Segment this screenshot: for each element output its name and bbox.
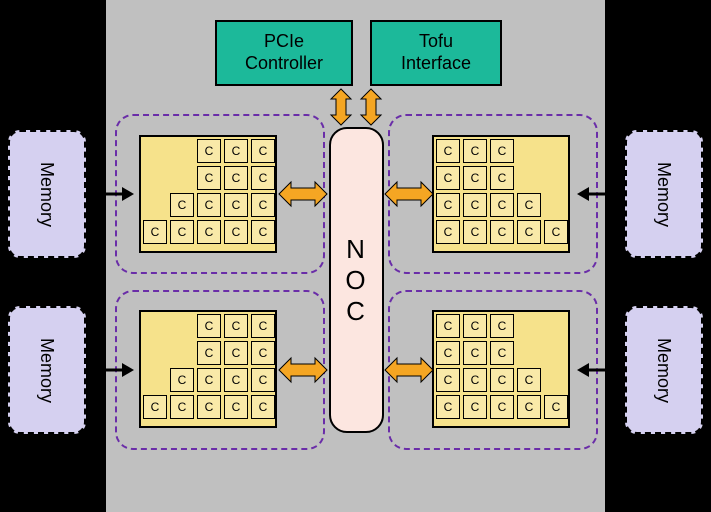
cpu-core: C — [436, 314, 460, 338]
cpu-core: C — [143, 395, 167, 419]
cpu-core: C — [436, 193, 460, 217]
cpu-core: C — [463, 220, 487, 244]
pcie-label: PCIeController — [245, 31, 323, 74]
cpu-core: C — [517, 395, 541, 419]
cpu-core: C — [224, 341, 248, 365]
cpu-core: C — [197, 166, 221, 190]
tofu-interface-block: TofuInterface — [370, 20, 502, 86]
memory-label: Memory — [36, 161, 57, 226]
memory-block: Memory — [8, 306, 86, 434]
cpu-core: C — [224, 139, 248, 163]
memory-label: Memory — [653, 337, 674, 402]
cpu-core: C — [463, 341, 487, 365]
cpu-core: C — [463, 193, 487, 217]
cpu-core: C — [463, 166, 487, 190]
cpu-core: C — [251, 220, 275, 244]
memory-block: Memory — [8, 130, 86, 258]
memory-label: Memory — [36, 337, 57, 402]
cpu-core: C — [436, 139, 460, 163]
memory-label: Memory — [653, 161, 674, 226]
memory-block: Memory — [625, 130, 703, 258]
cpu-core: C — [197, 341, 221, 365]
noc-block: NOC — [329, 127, 384, 433]
pcie-controller-block: PCIeController — [215, 20, 353, 86]
cpu-core: C — [197, 395, 221, 419]
cpu-core: C — [251, 314, 275, 338]
cpu-core: C — [170, 368, 194, 392]
cpu-core: C — [224, 220, 248, 244]
cpu-core: C — [517, 220, 541, 244]
cpu-core: C — [251, 166, 275, 190]
cpu-core: C — [224, 395, 248, 419]
diagram-canvas: PCIeController TofuInterface NOC CCCCCCC… — [0, 0, 711, 512]
cpu-core: C — [251, 395, 275, 419]
cpu-core: C — [143, 220, 167, 244]
cpu-core: C — [490, 314, 514, 338]
cpu-core: C — [251, 341, 275, 365]
cpu-core: C — [251, 139, 275, 163]
cpu-core: C — [490, 368, 514, 392]
cpu-core: C — [197, 368, 221, 392]
cpu-core: C — [490, 341, 514, 365]
cpu-core: C — [224, 166, 248, 190]
cpu-core: C — [224, 314, 248, 338]
cpu-core: C — [224, 193, 248, 217]
cpu-core: C — [170, 220, 194, 244]
cpu-core: C — [170, 193, 194, 217]
cpu-core: C — [197, 220, 221, 244]
cpu-core: C — [436, 220, 460, 244]
cpu-core: C — [463, 395, 487, 419]
cpu-core: C — [490, 193, 514, 217]
cpu-core: C — [544, 220, 568, 244]
cpu-core: C — [463, 368, 487, 392]
cpu-core: C — [251, 193, 275, 217]
cpu-core: C — [197, 193, 221, 217]
cpu-core: C — [490, 139, 514, 163]
noc-label: NOC — [345, 234, 367, 327]
cpu-core: C — [197, 139, 221, 163]
cpu-core: C — [490, 220, 514, 244]
cpu-core: C — [490, 166, 514, 190]
cpu-core: C — [463, 314, 487, 338]
cpu-core: C — [463, 139, 487, 163]
cpu-core: C — [517, 193, 541, 217]
cpu-core: C — [436, 341, 460, 365]
cpu-core: C — [197, 314, 221, 338]
cpu-core: C — [224, 368, 248, 392]
cpu-core: C — [170, 395, 194, 419]
cpu-core: C — [436, 368, 460, 392]
cpu-core: C — [544, 395, 568, 419]
cpu-core: C — [517, 368, 541, 392]
memory-block: Memory — [625, 306, 703, 434]
cpu-core: C — [436, 166, 460, 190]
tofu-label: TofuInterface — [401, 31, 471, 74]
cpu-core: C — [251, 368, 275, 392]
cpu-core: C — [490, 395, 514, 419]
cpu-core: C — [436, 395, 460, 419]
